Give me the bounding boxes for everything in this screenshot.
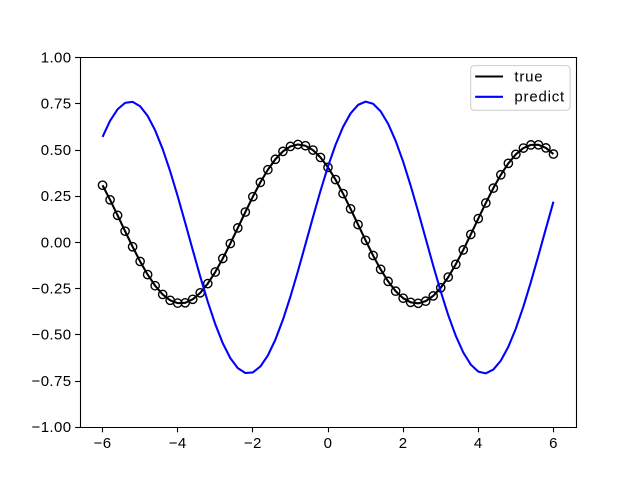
svg-text:0: 0: [324, 435, 333, 452]
svg-text:−0.50: −0.50: [32, 327, 72, 344]
svg-text:−6: −6: [94, 435, 112, 452]
svg-text:−0.75: −0.75: [32, 373, 72, 390]
svg-text:1.00: 1.00: [41, 50, 72, 67]
svg-text:−2: −2: [244, 435, 262, 452]
svg-text:0.75: 0.75: [41, 96, 72, 113]
svg-text:0.00: 0.00: [41, 234, 72, 251]
svg-text:2: 2: [399, 435, 408, 452]
svg-text:−1.00: −1.00: [32, 419, 72, 436]
svg-text:4: 4: [474, 435, 483, 452]
svg-text:0.50: 0.50: [41, 142, 72, 159]
svg-text:true: true: [514, 68, 543, 85]
svg-text:−0.25: −0.25: [32, 281, 72, 298]
svg-text:predict: predict: [514, 89, 565, 106]
svg-text:6: 6: [549, 435, 558, 452]
svg-text:−4: −4: [169, 435, 187, 452]
svg-text:0.25: 0.25: [41, 188, 72, 205]
